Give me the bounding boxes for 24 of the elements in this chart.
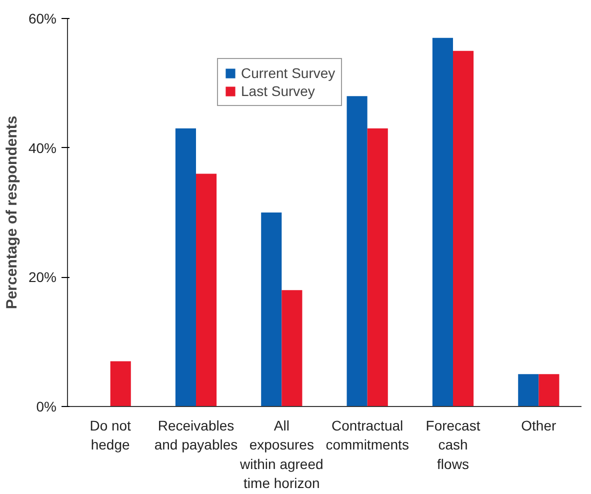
bar bbox=[367, 128, 388, 406]
x-tick-label: Other bbox=[521, 418, 557, 434]
y-tick-label: 60% bbox=[28, 10, 57, 26]
y-tick-label: 0% bbox=[36, 398, 56, 414]
legend-label: Current Survey bbox=[241, 65, 336, 81]
bar bbox=[175, 128, 196, 406]
y-axis-title: Percentage of respondents bbox=[3, 116, 20, 310]
bar bbox=[282, 290, 302, 406]
y-tick-label: 20% bbox=[28, 269, 57, 286]
bar bbox=[432, 38, 453, 406]
bar bbox=[453, 50, 474, 406]
bar bbox=[196, 174, 217, 406]
y-tick-label: 40% bbox=[28, 140, 57, 156]
bar bbox=[538, 374, 560, 406]
x-tick-label: Forecast cash flows bbox=[426, 418, 480, 472]
bar bbox=[261, 212, 282, 406]
bar bbox=[346, 96, 368, 406]
bar bbox=[518, 374, 539, 406]
x-tick-label: Do not hedge bbox=[90, 418, 132, 453]
x-tick-label: All exposures within agreed time horizon bbox=[239, 418, 324, 492]
legend-label: Last Survey bbox=[241, 83, 315, 99]
x-tick-label: Receivables and payables bbox=[154, 418, 238, 453]
bar bbox=[110, 361, 131, 406]
x-tick-label: Contractual commitments bbox=[326, 418, 409, 453]
